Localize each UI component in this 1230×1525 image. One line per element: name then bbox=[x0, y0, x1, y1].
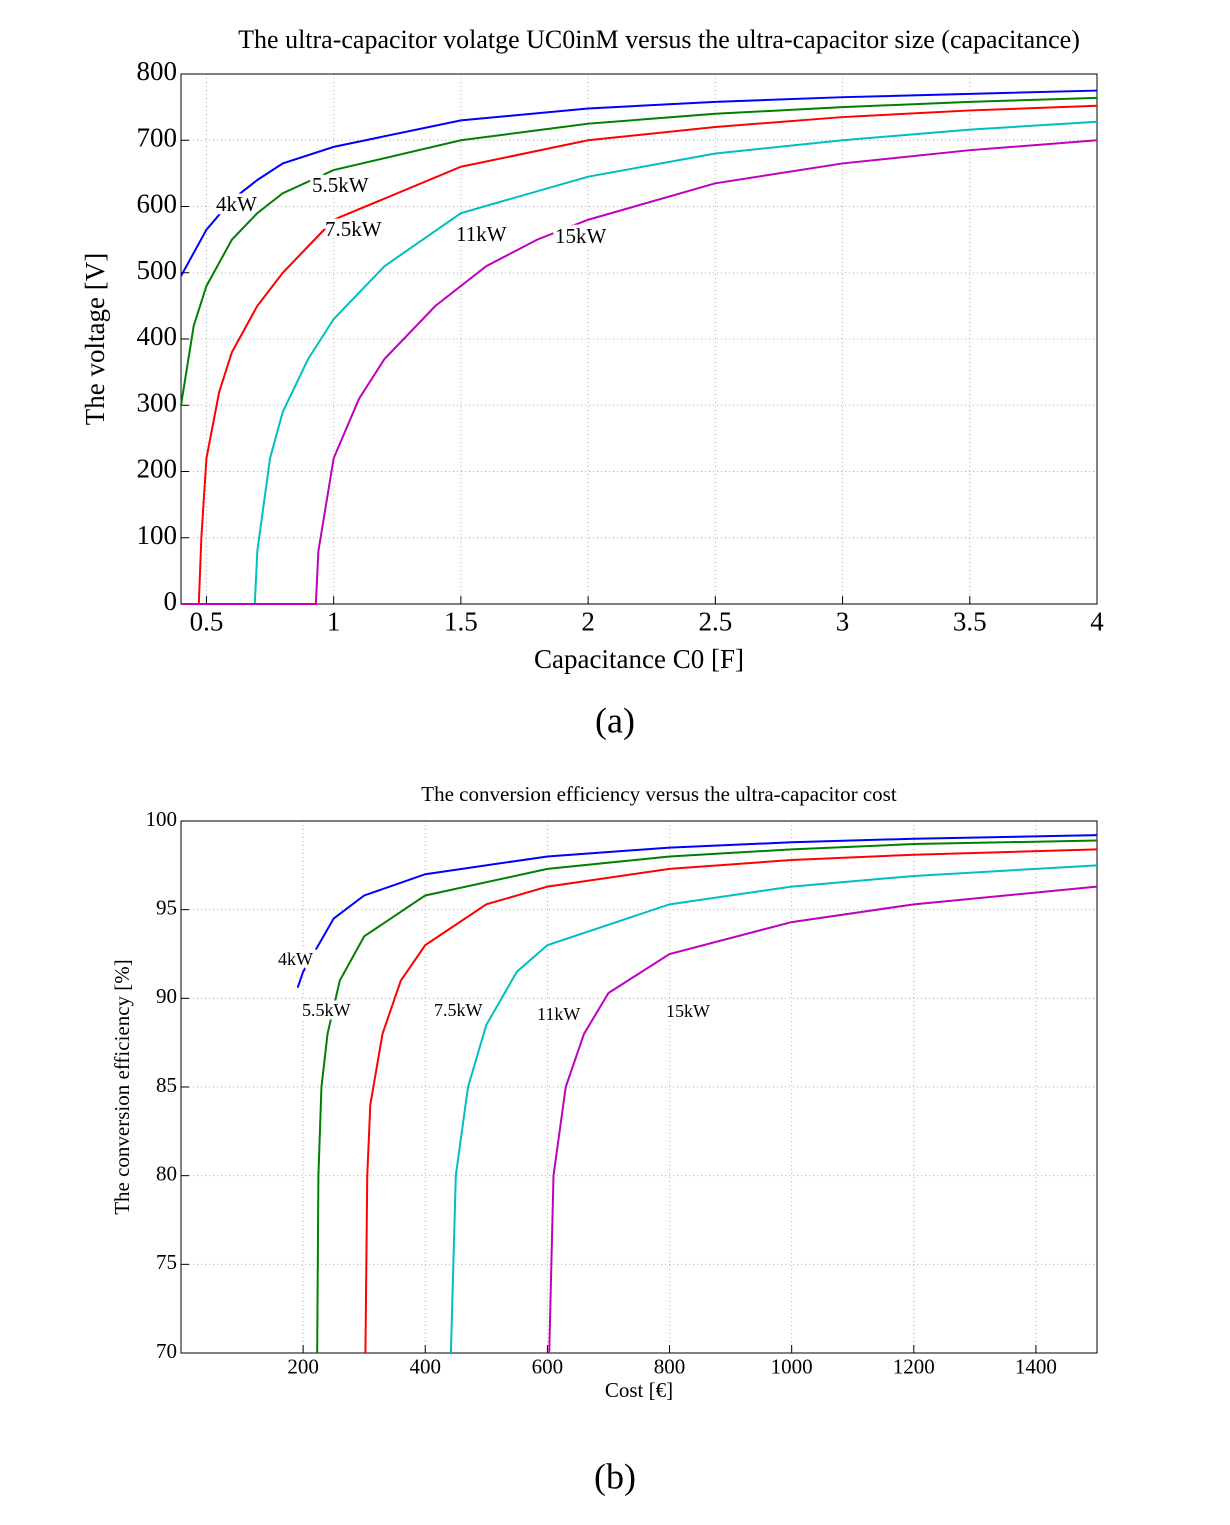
x-tick-label: 1400 bbox=[1015, 1355, 1057, 1379]
x-tick-label: 2 bbox=[581, 606, 595, 636]
data-line bbox=[449, 864, 1098, 1354]
x-tick-label: 3.5 bbox=[953, 606, 987, 636]
chart-title: The ultra-capacitor volatge UC0inM versu… bbox=[238, 25, 1080, 54]
x-tick-label: 800 bbox=[654, 1355, 686, 1379]
series-label: 11kW bbox=[537, 1004, 580, 1024]
data-line bbox=[180, 96, 1098, 406]
data-line bbox=[181, 120, 1098, 605]
y-tick-label: 600 bbox=[137, 189, 178, 219]
caption: (a) bbox=[595, 700, 635, 740]
y-tick-label: 95 bbox=[156, 895, 177, 919]
chart-title: The conversion efficiency versus the ult… bbox=[421, 782, 897, 806]
data-line bbox=[180, 89, 1098, 277]
y-tick-label: 100 bbox=[146, 807, 178, 831]
data-line bbox=[181, 104, 1098, 605]
series-label: 5.5kW bbox=[302, 1000, 351, 1020]
y-axis-label: The conversion efficiency [%] bbox=[110, 959, 134, 1215]
y-tick-label: 90 bbox=[156, 984, 177, 1008]
y-tick-label: 800 bbox=[137, 56, 178, 86]
y-tick-label: 400 bbox=[137, 321, 178, 351]
plot-frame bbox=[180, 73, 1098, 605]
data-line bbox=[364, 848, 1098, 1354]
x-axis-label: Cost [€] bbox=[605, 1378, 673, 1402]
x-tick-label: 1200 bbox=[893, 1355, 935, 1379]
series-label: 7.5kW bbox=[434, 1000, 483, 1020]
y-axis-label: The voltage [V] bbox=[80, 253, 110, 425]
data-line bbox=[296, 834, 1098, 989]
x-tick-label: 0.5 bbox=[190, 606, 224, 636]
series-label: 11kW bbox=[456, 222, 507, 246]
series-label: 7.5kW bbox=[325, 217, 382, 241]
y-tick-label: 100 bbox=[137, 520, 178, 550]
x-tick-label: 1000 bbox=[771, 1355, 813, 1379]
x-tick-label: 4 bbox=[1090, 606, 1104, 636]
x-tick-label: 1.5 bbox=[444, 606, 478, 636]
y-tick-label: 70 bbox=[156, 1339, 177, 1363]
y-tick-label: 0 bbox=[164, 586, 178, 616]
series-label: 15kW bbox=[666, 1001, 710, 1021]
x-tick-label: 200 bbox=[287, 1355, 319, 1379]
x-tick-label: 2.5 bbox=[698, 606, 732, 636]
series-label: 15kW bbox=[555, 224, 607, 248]
series-label: 4kW bbox=[278, 949, 313, 969]
y-tick-label: 85 bbox=[156, 1073, 177, 1097]
data-line bbox=[316, 839, 1098, 1354]
plot-frame bbox=[180, 820, 1098, 1354]
data-line bbox=[181, 139, 1098, 605]
series-label: 4kW bbox=[216, 192, 257, 216]
x-tick-label: 3 bbox=[836, 606, 850, 636]
y-tick-label: 200 bbox=[137, 454, 178, 484]
x-axis-label: Capacitance C0 [F] bbox=[534, 644, 744, 674]
data-line bbox=[548, 885, 1098, 1354]
y-tick-label: 700 bbox=[137, 122, 178, 152]
series-label: 5.5kW bbox=[312, 173, 369, 197]
caption: (b) bbox=[594, 1456, 636, 1496]
y-tick-label: 300 bbox=[137, 387, 178, 417]
x-tick-label: 1 bbox=[327, 606, 341, 636]
y-tick-label: 75 bbox=[156, 1250, 177, 1274]
y-tick-label: 80 bbox=[156, 1161, 177, 1185]
x-tick-label: 600 bbox=[532, 1355, 564, 1379]
x-tick-label: 400 bbox=[410, 1355, 442, 1379]
y-tick-label: 500 bbox=[137, 255, 178, 285]
